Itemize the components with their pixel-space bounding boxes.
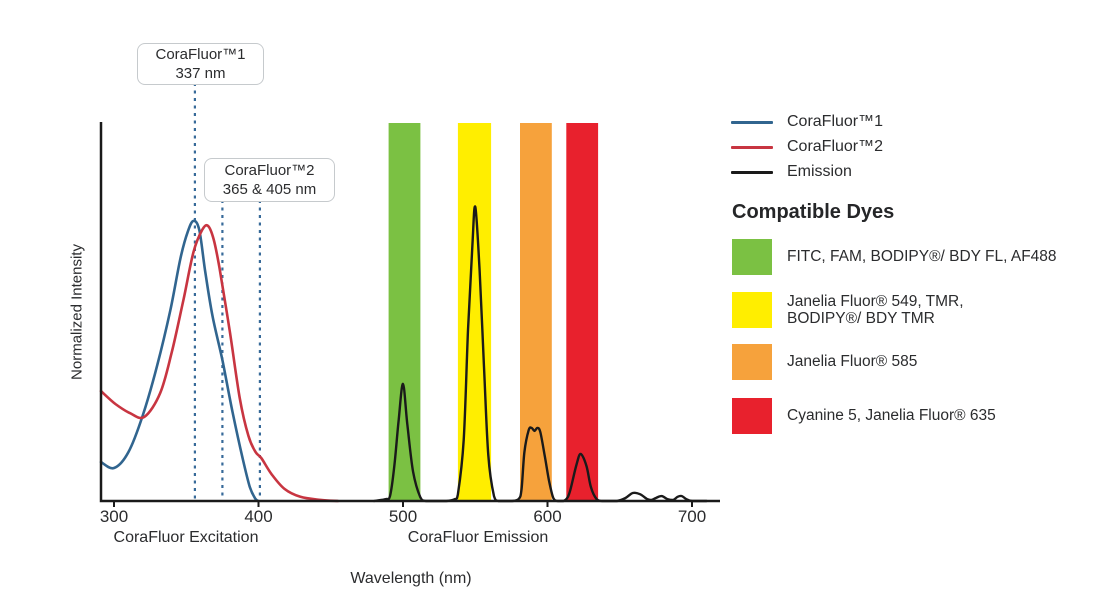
x-tick-label-600: 600	[533, 507, 562, 526]
callout-corafluor2: CoraFluor™2 365 & 405 nm	[204, 158, 335, 202]
dye-label-line: Cyanine 5, Janelia Fluor® 635	[787, 407, 996, 425]
callout-corafluor1-title: CoraFluor™1	[155, 46, 246, 63]
emission-group-label: CoraFluor Emission	[407, 529, 549, 546]
dye-row-yellow: Janelia Fluor® 549, TMR, BODIPY®/ BDY TM…	[732, 292, 964, 328]
emission-band-0	[388, 123, 421, 501]
emission-band-3	[566, 123, 599, 501]
dye-label-line: FITC, FAM, BODIPY®/ BDY FL, AF488	[787, 248, 1057, 266]
legend-line-corafluor1	[731, 120, 773, 124]
legend-item-corafluor1-label: CoraFluor™1	[787, 113, 884, 130]
x-axis-ticks-group	[113, 501, 693, 507]
emission-bands-group	[388, 123, 599, 501]
legend-line-corafluor2	[731, 145, 773, 149]
legend-item-corafluor1: CoraFluor™1	[731, 112, 883, 132]
dye-swatch-orange	[732, 344, 772, 380]
legend-line-emission	[731, 170, 773, 174]
series-curve-1	[99, 223, 340, 503]
compatible-dyes-heading: Compatible Dyes	[732, 201, 895, 223]
y-axis-label: Normalized Intensity	[68, 244, 86, 380]
axis-lines	[99, 122, 720, 503]
legend-item-emission-label: Emission	[787, 163, 852, 180]
excitation-dashed-lines-group	[193, 83, 261, 501]
legend-item-emission: Emission	[731, 162, 852, 182]
callout-corafluor2-value: 365 & 405 nm	[222, 181, 317, 198]
emission-band-2	[520, 123, 552, 501]
x-tick-label-500: 500	[388, 507, 418, 526]
legend-item-corafluor2-label: CoraFluor™2	[787, 138, 884, 155]
x-tick-label-300: 300	[99, 507, 129, 526]
dye-label-green: FITC, FAM, BODIPY®/ BDY FL, AF488	[787, 248, 1057, 266]
excitation-group-label: CoraFluor Excitation	[113, 529, 259, 546]
dye-label-orange: Janelia Fluor® 585	[787, 353, 917, 371]
dye-label-red: Cyanine 5, Janelia Fluor® 635	[787, 407, 996, 425]
callout-corafluor1: CoraFluor™1 337 nm	[137, 43, 264, 85]
dye-row-green: FITC, FAM, BODIPY®/ BDY FL, AF488	[732, 239, 1057, 275]
dye-label-line: BODIPY®/ BDY TMR	[787, 310, 935, 327]
x-axis-label: Wavelength (nm)	[350, 570, 472, 587]
x-tick-label-700: 700	[677, 507, 707, 526]
callout-corafluor2-title: CoraFluor™2	[224, 162, 315, 179]
dye-label-line: Janelia Fluor® 549, TMR,	[787, 292, 964, 310]
dye-row-red: Cyanine 5, Janelia Fluor® 635	[732, 398, 996, 434]
dye-label-yellow: Janelia Fluor® 549, TMR, BODIPY®/ BDY TM…	[787, 293, 964, 328]
x-tick-label-400: 400	[244, 507, 273, 526]
dye-row-orange: Janelia Fluor® 585	[732, 344, 917, 380]
dye-label-line: Janelia Fluor® 585	[787, 353, 918, 371]
dye-swatch-red	[732, 398, 772, 434]
legend-item-corafluor2: CoraFluor™2	[731, 137, 883, 157]
dye-swatch-yellow	[732, 292, 772, 328]
dye-swatch-green	[732, 239, 772, 275]
callout-corafluor1-value: 337 nm	[175, 65, 226, 82]
